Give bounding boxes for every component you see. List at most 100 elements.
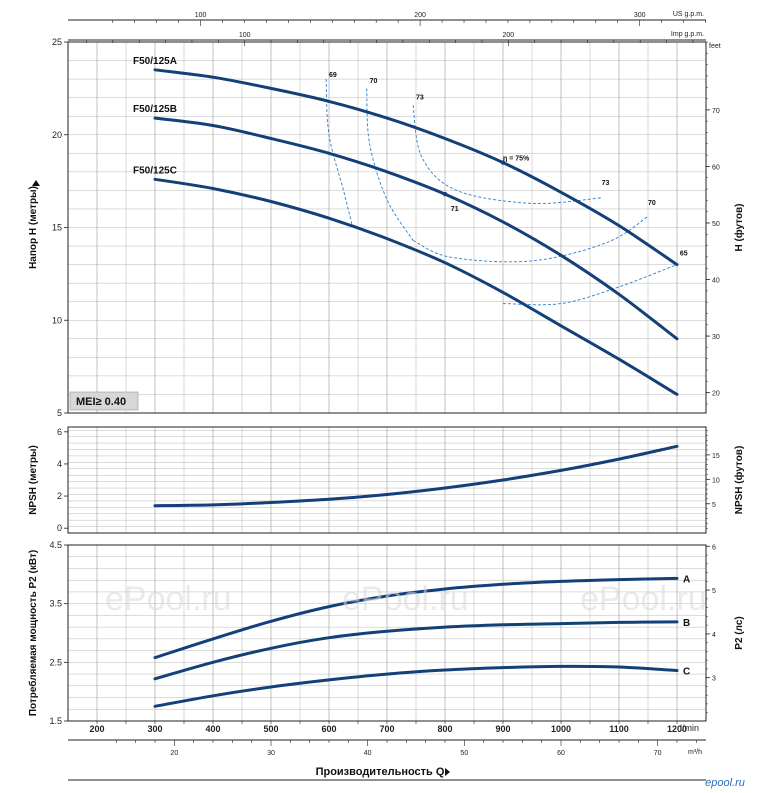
watermark-text-2: ePool.ru: [342, 580, 469, 618]
efficiency-label: 70: [648, 200, 656, 207]
watermark: ePool.ru ePool.ru ePool.ru: [105, 580, 707, 618]
m3h-unit: m³/h: [688, 749, 702, 756]
y-right-tick-label: 20: [712, 391, 720, 398]
efficiency-curve-70: [412, 216, 649, 263]
y-axis-label: Потребляемая мощность P2 (кВт): [27, 550, 39, 716]
y-right-tick-label: 6: [712, 544, 716, 551]
efficiency-label: 73: [416, 95, 424, 102]
bottom-axes: 200 300 400 500 600 700 800 900 1000 1100 1200 20 3…: [68, 721, 706, 781]
x-axis-arrow-icon: [445, 768, 450, 776]
efficiency-point: [442, 191, 448, 197]
y-tick-label: 20: [52, 130, 62, 140]
efficiency-curve-70: [366, 88, 414, 241]
series-label: A: [683, 574, 690, 585]
us-gpm-tick-label: 300: [634, 12, 646, 19]
panel-head: 5 10 15 20 25 20 30 40 50 60 70 Напор H (метры) H (ф…: [28, 37, 745, 418]
y-axis-label: NPSH (метры): [28, 445, 39, 515]
x-axis-label: Производительность Q: [316, 766, 445, 778]
y-axis-arrow-icon: [32, 180, 40, 186]
efficiency-label: η = 75%: [503, 156, 530, 163]
lmin-tick-label: 700: [379, 724, 394, 734]
y-tick-label: 3.5: [49, 599, 62, 609]
series-line-f50125a: [153, 68, 679, 267]
mei-badge: MEI≥ 0.40: [69, 391, 139, 411]
y-right-tick-label: 70: [712, 108, 720, 115]
y-right-tick-label: 5: [712, 502, 716, 509]
panel-npsh: 0 2 4 6 5 10 15 NPSH (метры) NPSH (футов): [28, 426, 745, 534]
efficiency-curve-73: [412, 105, 602, 205]
watermark-text-3: ePool.ru: [580, 580, 707, 618]
y-right-tick-label: 40: [712, 278, 720, 285]
panel-frame: [67, 426, 707, 534]
y-tick-label: 0: [57, 523, 62, 533]
y-axis-right-label: NPSH (футов): [733, 446, 745, 515]
y-axis-right-label: P2 (лс): [734, 616, 745, 649]
series-line-b: [153, 620, 679, 681]
lmin-unit: l/min: [680, 723, 699, 733]
us-gpm-tick-label: 200: [414, 12, 426, 19]
lmin-tick-label: 500: [263, 724, 278, 734]
y-tick-label: 6: [57, 427, 62, 437]
series-label: F50/125A: [133, 56, 177, 67]
watermark-text-1: ePool.ru: [105, 580, 232, 618]
m3h-tick-label: 40: [364, 750, 372, 757]
y-tick-label: 15: [52, 223, 62, 233]
efficiency-label: 71: [451, 206, 459, 213]
lmin-tick-label: 600: [321, 724, 336, 734]
y-tick-label: 1.5: [49, 716, 62, 726]
lmin-tick-label: 400: [205, 724, 220, 734]
series-line-npsh: [153, 444, 679, 508]
y-right-tick-label: 50: [712, 221, 720, 228]
lmin-tick-label: 1200: [667, 724, 687, 734]
efficiency-label: 65: [680, 250, 688, 257]
y-right-tick-label: 10: [712, 477, 720, 484]
y-axis-right-label: H (футов): [733, 204, 745, 252]
series-label: F50/125C: [133, 165, 177, 176]
y-axis-label: Напор H (метры): [28, 186, 39, 269]
mei-label: MEI≥ 0.40: [76, 396, 126, 408]
imp-gpm-unit: Imp g.p.m.: [671, 31, 704, 38]
y-right-tick-label: 5: [712, 588, 716, 595]
series-line-c: [153, 664, 679, 708]
right-unit-label: feet: [709, 43, 721, 50]
us-gpm-unit: US g.p.m.: [673, 11, 704, 18]
y-tick-label: 2: [57, 491, 62, 501]
y-right-tick-label: 15: [712, 453, 720, 460]
efficiency-point: [500, 160, 506, 165]
imp-gpm-tick-label: 100: [239, 32, 251, 39]
y-tick-label: 4.5: [49, 540, 62, 550]
series-line-f50125b: [153, 116, 679, 341]
lmin-tick-label: 800: [437, 724, 452, 734]
efficiency-label: 73: [602, 180, 610, 187]
efficiency-label: 69: [329, 72, 337, 79]
series-line-a: [153, 576, 679, 660]
y-right-tick-label: 30: [712, 334, 720, 341]
series-label: B: [683, 618, 690, 629]
m3h-tick-label: 20: [170, 750, 178, 757]
panel-power: 1.5 2.5 3.5 4.5 3 4 5 6 Потребляемая мощность P2…: [27, 540, 745, 726]
efficiency-curve-65: [502, 264, 678, 306]
m3h-tick-label: 70: [654, 750, 662, 757]
top-axes: 100 200 300 100 200 US g.p.m. Imp g.p.m.: [68, 11, 706, 46]
m3h-tick-label: 30: [267, 750, 275, 757]
m3h-tick-label: 50: [460, 750, 468, 757]
series-label: F50/125B: [133, 104, 177, 115]
m3h-tick-label: 60: [557, 750, 565, 757]
y-right-tick-label: 60: [712, 164, 720, 171]
corner-logo: epool.ru: [705, 777, 745, 789]
series-line-f50125c: [153, 177, 679, 396]
lmin-tick-label: 300: [147, 724, 162, 734]
efficiency-curve-69: [325, 79, 353, 226]
y-right-tick-label: 4: [712, 632, 716, 639]
y-tick-label: 5: [57, 408, 62, 418]
y-tick-label: 25: [52, 37, 62, 47]
lmin-tick-label: 200: [89, 724, 104, 734]
lmin-tick-label: 1100: [609, 724, 629, 734]
series-label: C: [683, 667, 690, 678]
lmin-tick-label: 900: [495, 724, 510, 734]
efficiency-label: 70: [370, 78, 378, 85]
lmin-tick-label: 1000: [551, 724, 571, 734]
y-tick-label: 4: [57, 459, 62, 469]
y-tick-label: 10: [52, 315, 62, 325]
